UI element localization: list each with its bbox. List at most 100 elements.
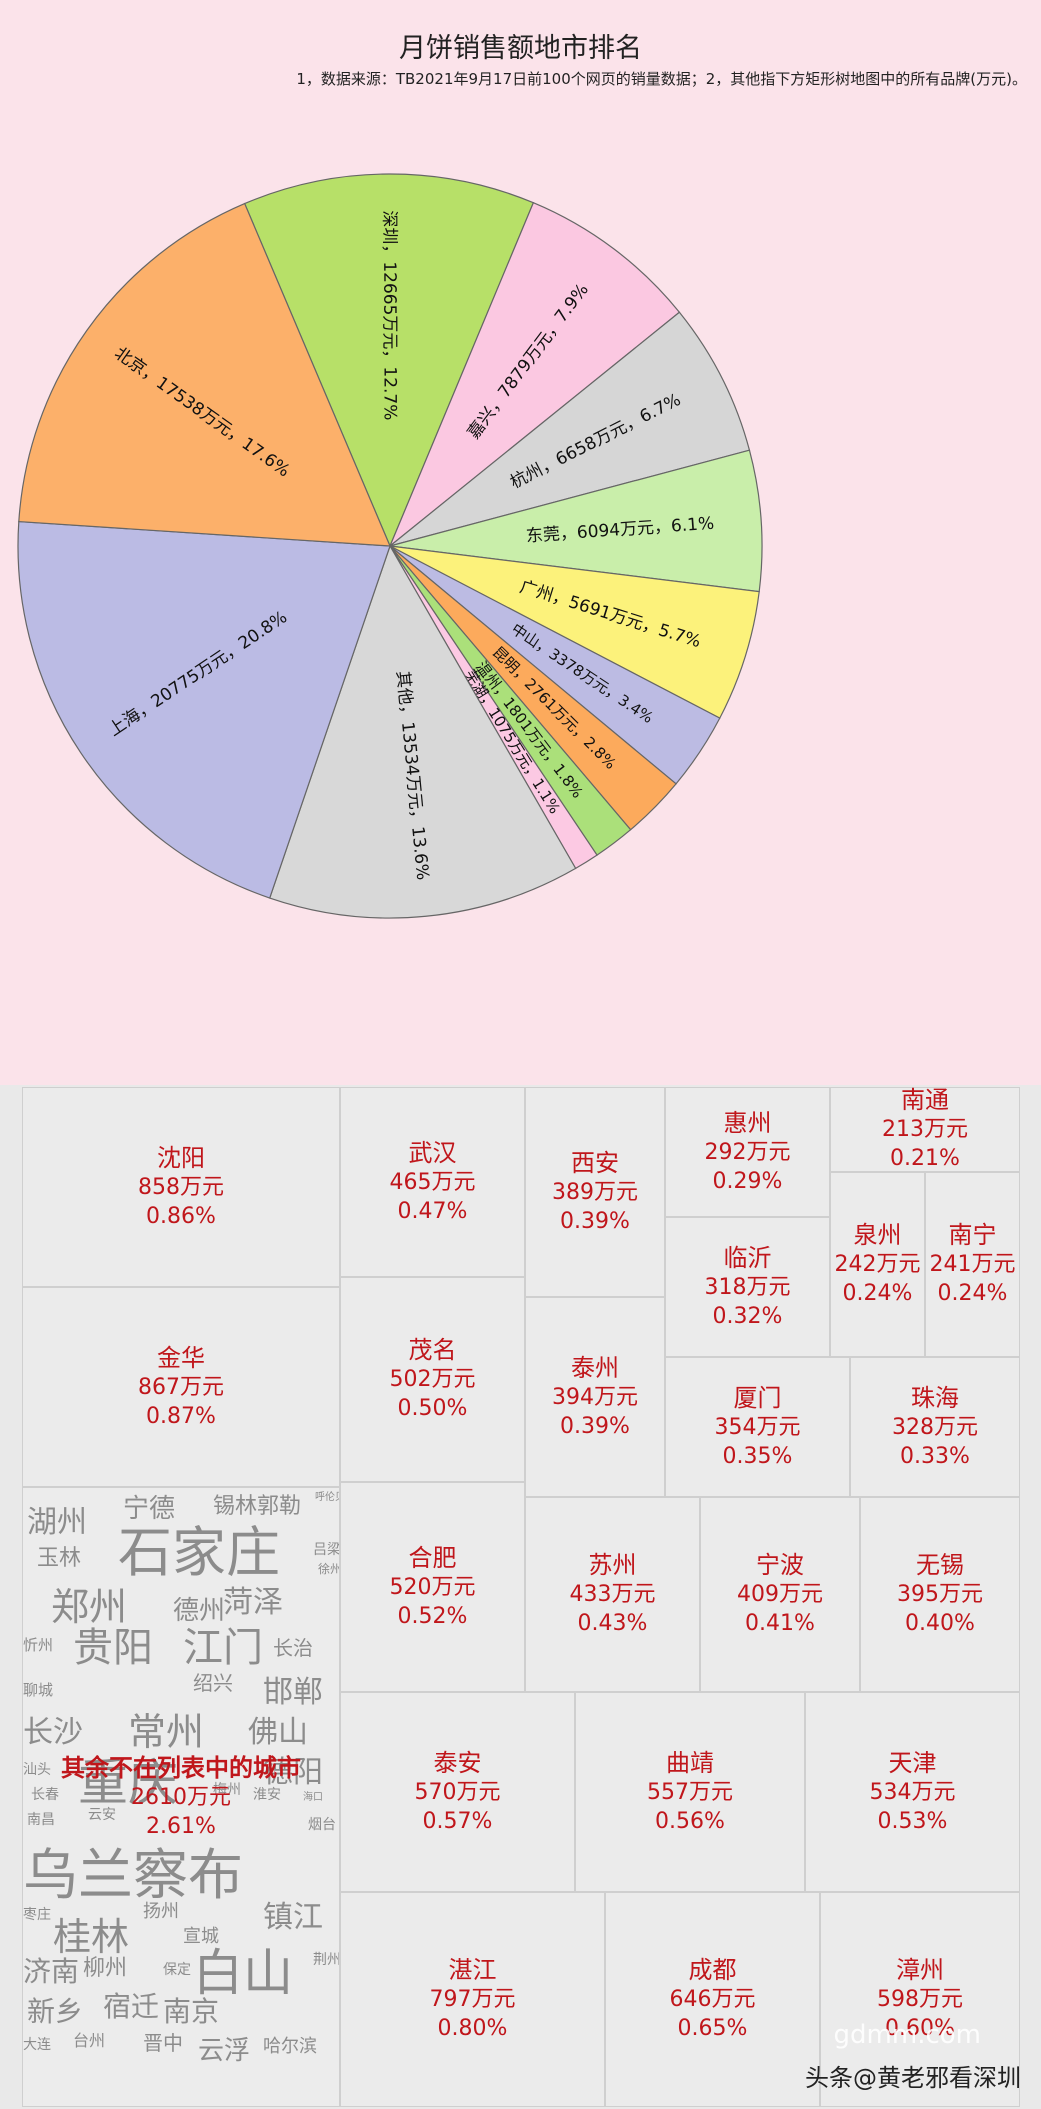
cell-name: 惠州 bbox=[723, 1108, 772, 1137]
slice-label: 深圳，12665万元，12.7% bbox=[379, 210, 400, 420]
word-cloud-item: 柳州 bbox=[83, 1956, 128, 1981]
word-cloud-item: 大连 bbox=[23, 2037, 51, 2053]
word-cloud-item: 德阳 bbox=[263, 1755, 323, 1790]
cell-pct: 0.29% bbox=[712, 1168, 783, 1194]
treemap-cell: 成都 646万元 0.65% bbox=[605, 1892, 820, 2107]
word-cloud-item: 烟台 bbox=[308, 1817, 336, 1833]
treemap-cell: 无锡 395万元 0.40% bbox=[860, 1497, 1020, 1692]
word-cloud-item: 贵阳 bbox=[73, 1625, 153, 1671]
cell-pct: 0.87% bbox=[146, 1403, 216, 1429]
cell-name: 无锡 bbox=[916, 1551, 964, 1579]
word-cloud-item: 新乡 bbox=[27, 1995, 84, 2028]
cell-pct: 0.86% bbox=[146, 1203, 216, 1229]
word-cloud-item: 绍兴 bbox=[193, 1671, 233, 1695]
cell-pct: 0.32% bbox=[712, 1303, 783, 1329]
word-cloud-item: 玉林 bbox=[37, 1546, 82, 1571]
pie-slice bbox=[389, 545, 760, 719]
cell-name: 武汉 bbox=[408, 1138, 457, 1167]
word-cloud-item: 长春 bbox=[31, 1787, 59, 1803]
cell-pct: 0.35% bbox=[722, 1443, 793, 1469]
cell-amount: 389万元 bbox=[552, 1179, 638, 1205]
treemap-cell: 泰州 394万元 0.39% bbox=[525, 1297, 665, 1497]
treemap-cell: 曲靖 557万元 0.56% bbox=[575, 1692, 805, 1892]
pie-slice bbox=[17, 520, 391, 899]
treemap-cell: 临沂 318万元 0.32% bbox=[665, 1217, 830, 1357]
word-cloud-item: 济南 bbox=[23, 1955, 80, 1988]
cell-amount: 557万元 bbox=[647, 1779, 733, 1805]
cell-name: 宁波 bbox=[756, 1551, 804, 1579]
cell-name: 西安 bbox=[571, 1148, 619, 1177]
site-watermark: gdmm.com bbox=[833, 2020, 981, 2050]
cell-name: 其余不在列表中的城市 bbox=[61, 1753, 301, 1782]
cell-pct: 0.80% bbox=[437, 2016, 508, 2041]
pie-slice bbox=[268, 544, 577, 919]
cell-name: 泰州 bbox=[571, 1353, 619, 1382]
cell-name: 茂名 bbox=[408, 1336, 457, 1364]
treemap-cell: 厦门 354万元 0.35% bbox=[665, 1357, 850, 1497]
word-cloud: 湖州 宁德 锡林郭勒 玉林 石家庄 吕梁 徐州 郑州 德州 菏泽 忻州 贵阳 江门 长治 聊城 绍兴 邯郸 长沙 常… bbox=[23, 1488, 339, 2106]
pie-panel: 月饼销售额地市排名 1，数据来源：TB2021年9月17日前100个网页的销量数… bbox=[17, 33, 1027, 919]
cell-name: 厦门 bbox=[733, 1383, 782, 1412]
cell-name: 漳州 bbox=[896, 1956, 944, 1984]
treemap-cell: 天津 534万元 0.53% bbox=[805, 1692, 1020, 1892]
treemap-cell: 武汉 465万元 0.47% bbox=[340, 1087, 525, 1277]
cell-amount: 858万元 bbox=[138, 1174, 224, 1200]
word-cloud-item: 汕头 bbox=[23, 1762, 51, 1778]
cell-pct: 0.65% bbox=[677, 2016, 748, 2041]
treemap-cell: 苏州 433万元 0.43% bbox=[525, 1497, 700, 1692]
cell-pct: 0.47% bbox=[397, 1198, 468, 1224]
cell-name: 湛江 bbox=[448, 1956, 497, 1984]
word-cloud-item: 保定 bbox=[163, 1962, 191, 1978]
cell-pct: 0.21% bbox=[890, 1146, 960, 1171]
word-cloud-item: 晋中 bbox=[143, 2031, 183, 2055]
cell-name: 临沂 bbox=[723, 1243, 772, 1272]
cell-amount: 213万元 bbox=[882, 1117, 968, 1142]
word-cloud-item: 白山 bbox=[193, 1944, 293, 2002]
treemap-cell: 金华 867万元 0.87% bbox=[22, 1287, 340, 1487]
word-cloud-item: 郑州 bbox=[51, 1585, 128, 1629]
word-cloud-item: 重庆 bbox=[78, 1754, 178, 1812]
word-cloud-item: 枣庄 bbox=[23, 1907, 51, 1923]
word-cloud-item: 淮安 bbox=[253, 1787, 281, 1803]
cell-name: 合肥 bbox=[408, 1543, 457, 1572]
word-cloud-item: 佛山 bbox=[248, 1715, 308, 1750]
cell-name: 泉州 bbox=[853, 1221, 902, 1249]
cell-amount: 354万元 bbox=[714, 1414, 801, 1440]
cell-pct: 0.57% bbox=[422, 1808, 493, 1834]
cell-amount: 502万元 bbox=[389, 1367, 476, 1392]
cell-name: 南宁 bbox=[948, 1221, 997, 1249]
word-cloud-item: 云安 bbox=[88, 1807, 116, 1823]
word-cloud-item: 长沙 bbox=[23, 1715, 83, 1750]
treemap-cell: 宁波 409万元 0.41% bbox=[700, 1497, 860, 1692]
word-cloud-item: 吕梁 bbox=[313, 1542, 340, 1558]
pie-slice bbox=[18, 202, 391, 547]
cell-name: 泰安 bbox=[433, 1748, 482, 1777]
cell-name: 天津 bbox=[888, 1748, 937, 1777]
cell-pct: 0.53% bbox=[877, 1808, 948, 1834]
cell-amount: 318万元 bbox=[704, 1274, 791, 1300]
treemap-cell: 漳州 598万元 0.60% bbox=[820, 1892, 1020, 2107]
cell-name: 南通 bbox=[901, 1086, 949, 1114]
word-cloud-item: 哈尔滨 bbox=[263, 2036, 317, 2057]
word-cloud-item: 湖州 bbox=[27, 1505, 87, 1540]
word-cloud-item: 石家庄 bbox=[118, 1521, 280, 1584]
word-cloud-item: 台州 bbox=[73, 2031, 106, 2050]
cell-pct: 0.40% bbox=[905, 1611, 975, 1636]
cell-amount: 797万元 bbox=[429, 1987, 516, 2012]
treemap-cell: 泰安 570万元 0.57% bbox=[340, 1692, 575, 1892]
cell-pct: 0.39% bbox=[560, 1413, 630, 1439]
treemap-cell: 惠州 292万元 0.29% bbox=[665, 1087, 830, 1217]
word-cloud-item: 镇江 bbox=[263, 1900, 323, 1935]
treemap-cell: 合肥 520万元 0.52% bbox=[340, 1482, 525, 1692]
cell-name: 苏州 bbox=[588, 1551, 637, 1579]
word-cloud-item: 锡林郭勒 bbox=[213, 1494, 302, 1519]
treemap-cell: 珠海 328万元 0.33% bbox=[850, 1357, 1020, 1497]
treemap-cell: 西安 389万元 0.39% bbox=[525, 1087, 665, 1297]
word-cloud-item: 常州 bbox=[128, 1710, 205, 1754]
treemap: 沈阳 858万元 0.86% 金华 867万元 0.87% 湖州 宁德 锡林郭勒 玉林 石家庄 吕… bbox=[0, 1085, 1041, 2109]
cell-pct: 0.43% bbox=[577, 1611, 648, 1636]
cell-name: 曲靖 bbox=[666, 1748, 714, 1777]
word-cloud-item: 梅州 bbox=[213, 1782, 241, 1798]
treemap-cell: 湛江 797万元 0.80% bbox=[340, 1892, 605, 2107]
cell-amount: 394万元 bbox=[552, 1384, 638, 1410]
